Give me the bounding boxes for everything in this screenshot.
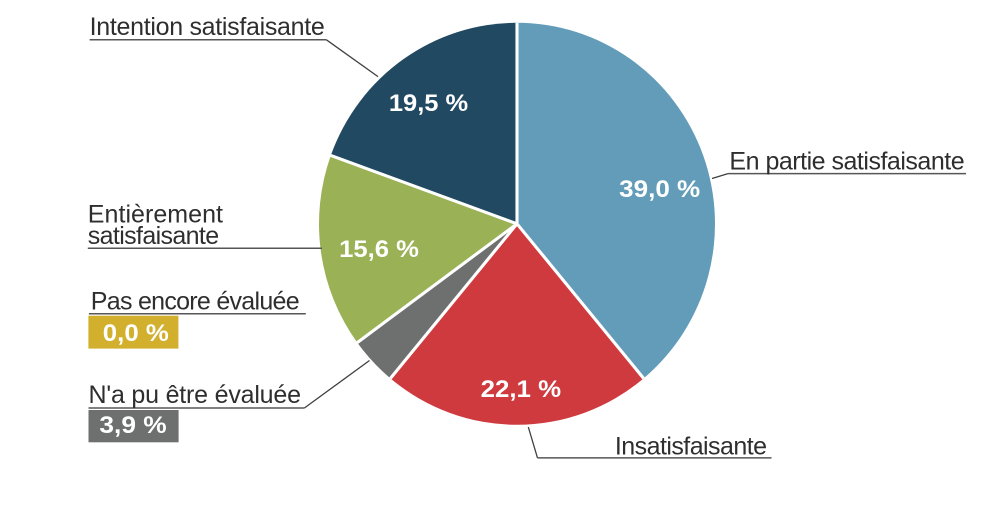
svg-text:N'a pu être évaluée: N'a pu être évaluée (89, 381, 302, 409)
svg-text:Insatisfaisante: Insatisfaisante (615, 433, 767, 461)
svg-text:15,6 %: 15,6 % (339, 236, 419, 263)
svg-text:satisfaisante: satisfaisante (88, 222, 219, 250)
svg-text:Pas encore évaluée: Pas encore évaluée (91, 288, 300, 316)
svg-text:19,5 %: 19,5 % (389, 90, 469, 117)
svg-text:3,9 %: 3,9 % (99, 412, 167, 439)
svg-text:En partie satisfaisante: En partie satisfaisante (729, 147, 964, 175)
svg-text:Intention satisfaisante: Intention satisfaisante (90, 13, 325, 41)
svg-text:0,0 %: 0,0 % (103, 320, 169, 347)
svg-text:Entièrement: Entièrement (88, 200, 223, 228)
svg-text:39,0 %: 39,0 % (619, 176, 700, 203)
svg-text:22,1 %: 22,1 % (481, 376, 562, 403)
